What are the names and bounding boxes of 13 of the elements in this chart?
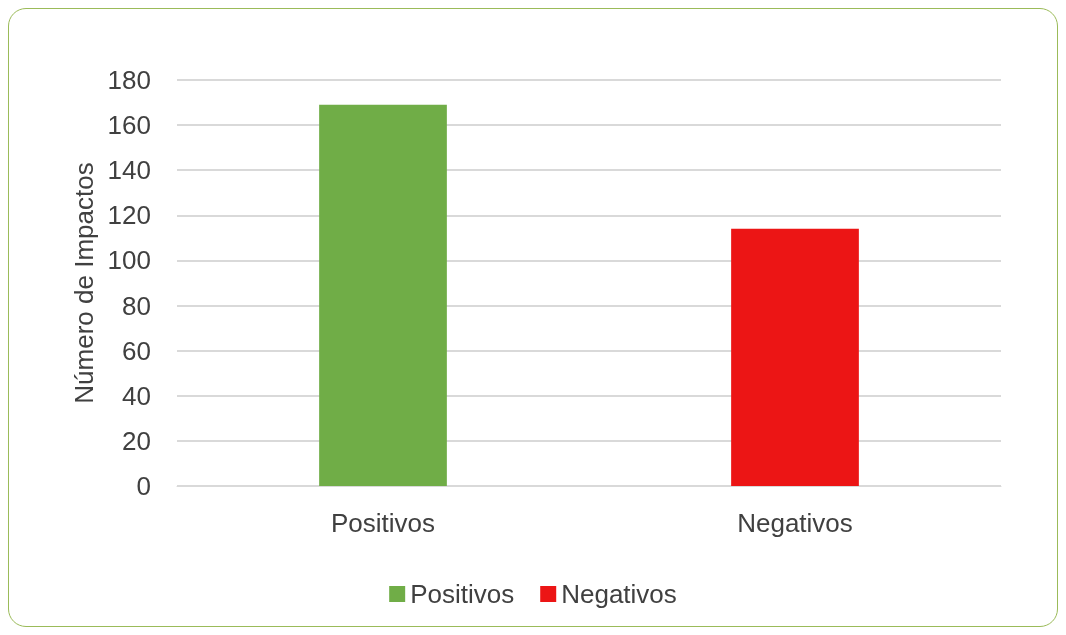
y-tick-label: 180 — [107, 65, 151, 95]
y-tick-label: 120 — [107, 200, 151, 231]
y-tick-label: 40 — [122, 380, 151, 411]
y-axis-title: Número de Impactos — [68, 162, 99, 404]
y-tick-label: 160 — [107, 110, 151, 141]
y-tick-label: 80 — [122, 290, 151, 321]
y-tick-label: 140 — [107, 155, 151, 186]
y-tick-label: 0 — [136, 471, 151, 501]
y-tick-label: 100 — [107, 245, 151, 276]
y-tick-label: 20 — [122, 425, 151, 456]
y-tick-label: 60 — [122, 335, 151, 366]
legend-label: Negativos — [561, 579, 677, 609]
legend-label: Positivos — [410, 579, 515, 609]
